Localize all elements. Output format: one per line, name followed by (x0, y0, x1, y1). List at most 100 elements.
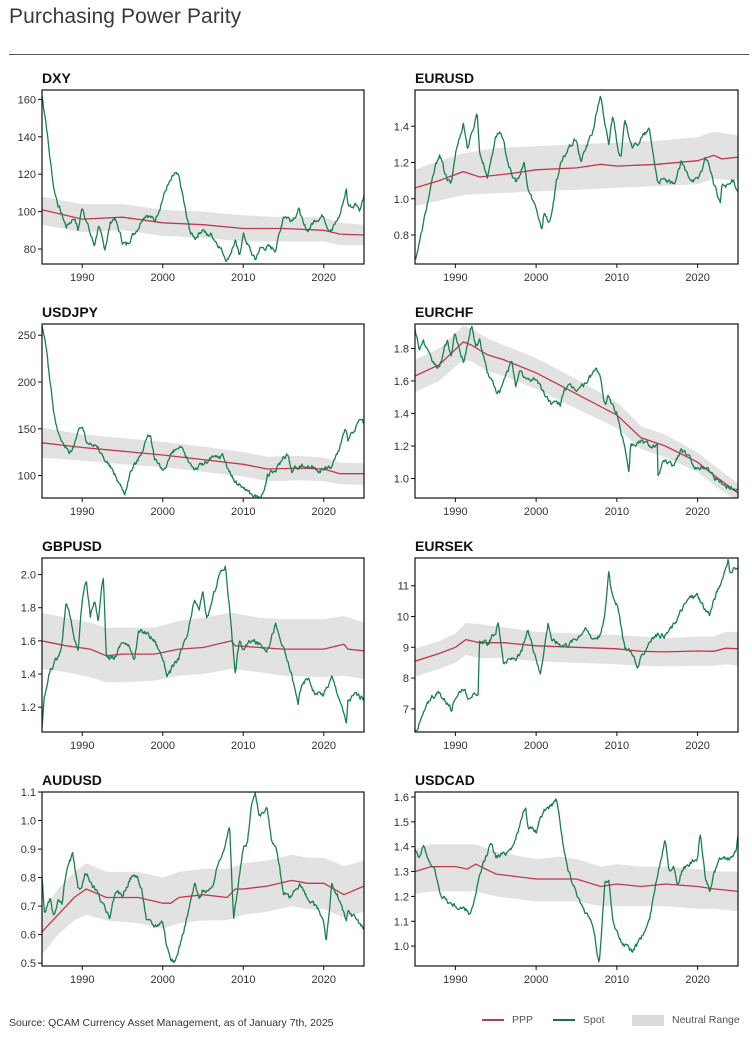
x-tick-label: 2010 (605, 974, 629, 986)
plot-area (415, 95, 738, 260)
y-tick-label: 100 (18, 471, 36, 483)
neutral-range-band (415, 622, 738, 677)
x-tick-label: 1990 (70, 974, 94, 986)
plot-frame (41, 791, 365, 967)
x-tick-label: 2010 (231, 272, 255, 284)
plot-area (42, 325, 364, 498)
y-tick-label: 0.6 (21, 930, 36, 942)
y-tick-label: 120 (18, 169, 36, 181)
x-tick-label: 2010 (231, 974, 255, 986)
plot-frame (41, 557, 365, 733)
y-tick-label: 100 (18, 207, 36, 219)
spot-line (42, 95, 364, 263)
neutral-range-band (415, 131, 738, 206)
chart-title: EURCHF (415, 304, 474, 320)
ppp-legend-swatch (482, 1019, 504, 1021)
legend-label-spot: Spot (583, 1014, 605, 1026)
ppp-line (415, 154, 738, 189)
y-tick-label: 2.0 (21, 570, 36, 582)
chart-title: DXY (42, 70, 71, 86)
y-tick-label: 250 (18, 330, 36, 342)
y-tick-label: 1.0 (394, 941, 409, 953)
y-tick-label: 1.2 (394, 158, 409, 170)
chart-title: EURSEK (415, 538, 474, 554)
plot-area (415, 798, 738, 963)
spot-line (415, 559, 738, 732)
chart-title: AUDUSD (42, 772, 102, 788)
source-note: Source: QCAM Currency Asset Management, … (9, 1017, 334, 1029)
chart-svg: 100 150 200 250 1990 2000 2010 2020 (18, 323, 365, 518)
neutral-range-band (42, 854, 364, 955)
spot-line (42, 325, 364, 498)
legend-item-neutral-range: Neutral Range (632, 1014, 740, 1026)
y-tick-label: 1.8 (394, 343, 409, 355)
y-tick-label: 1.2 (21, 702, 36, 714)
y-tick-label: 1.4 (394, 842, 409, 854)
y-tick-label: 1.0 (21, 816, 36, 828)
y-tick-label: 1.8 (21, 603, 36, 615)
y-tick-label: 0.9 (21, 844, 36, 856)
plot-area (42, 95, 364, 263)
page-title: Purchasing Power Parity (9, 5, 242, 28)
x-tick-label: 2000 (151, 506, 175, 518)
x-tick-label: 2020 (685, 272, 709, 284)
y-tick-label: 1.4 (21, 669, 36, 681)
legend-item-spot: Spot (553, 1014, 605, 1026)
x-tick-label: 2020 (685, 740, 709, 752)
legend-label-ppp: PPP (512, 1014, 534, 1026)
y-tick-label: 9 (403, 642, 409, 654)
y-tick-label: 1.4 (394, 408, 409, 420)
spot-line (42, 565, 364, 728)
ppp-line (415, 863, 738, 893)
spot-line (415, 798, 738, 963)
chart-panel-eurchf: EURCHF 1.0 1.2 1.4 1.6 1.8 1990 2000 2010 2020 (374, 296, 750, 528)
y-tick-label: 1.2 (394, 891, 409, 903)
chart-svg: 1.0 1.2 1.4 1.6 1.8 1990 2000 2010 2020 (394, 323, 739, 518)
x-tick-label: 1990 (70, 740, 94, 752)
chart-title: GBPUSD (42, 538, 102, 554)
x-tick-label: 2020 (685, 506, 709, 518)
neutral-range-band (415, 844, 738, 912)
plot-frame (414, 557, 739, 733)
neutral-range-band (42, 427, 364, 485)
chart-panel-usdjpy: USDJPY 100 150 200 250 1990 2000 2010 2020 (0, 296, 376, 528)
x-tick-label: 2000 (524, 506, 548, 518)
neutral-range-legend-swatch (632, 1014, 664, 1026)
y-tick-label: 0.8 (21, 873, 36, 885)
y-tick-label: 200 (18, 377, 36, 389)
x-tick-label: 2010 (231, 506, 255, 518)
ppp-line (42, 640, 364, 657)
x-tick-label: 1990 (443, 740, 467, 752)
y-tick-label: 1.0 (394, 473, 409, 485)
y-tick-label: 0.8 (394, 230, 409, 242)
plot-frame (41, 89, 365, 265)
x-tick-label: 2020 (312, 272, 336, 284)
plot-frame (41, 323, 365, 499)
spot-line (415, 325, 738, 492)
y-tick-label: 1.1 (21, 787, 36, 799)
ppp-line (415, 341, 738, 494)
y-tick-label: 11 (398, 581, 409, 593)
y-tick-label: 0.7 (21, 901, 36, 913)
y-tick-label: 0.5 (21, 958, 36, 970)
chart-title: USDJPY (42, 304, 99, 320)
spot-legend-swatch (553, 1019, 575, 1021)
y-tick-label: 1.5 (394, 817, 409, 829)
x-tick-label: 2020 (685, 974, 709, 986)
neutral-range-band (415, 325, 738, 498)
y-tick-label: 1.0 (394, 194, 409, 206)
plot-frame (414, 89, 739, 265)
y-tick-label: 10 (397, 612, 409, 624)
y-tick-label: 140 (18, 132, 36, 144)
x-tick-label: 1990 (443, 272, 467, 284)
plot-frame (414, 791, 739, 967)
y-tick-label: 1.2 (394, 441, 409, 453)
plot-area (42, 565, 364, 728)
x-tick-label: 2000 (524, 740, 548, 752)
neutral-range-band (42, 196, 364, 246)
chart-panel-gbpusd: GBPUSD 1.2 1.4 1.6 1.8 2.0 1990 2000 2010 2020 (0, 530, 376, 762)
y-tick-label: 1.4 (394, 121, 409, 133)
x-tick-label: 2000 (151, 974, 175, 986)
x-tick-label: 2020 (312, 974, 336, 986)
x-tick-label: 2010 (605, 506, 629, 518)
